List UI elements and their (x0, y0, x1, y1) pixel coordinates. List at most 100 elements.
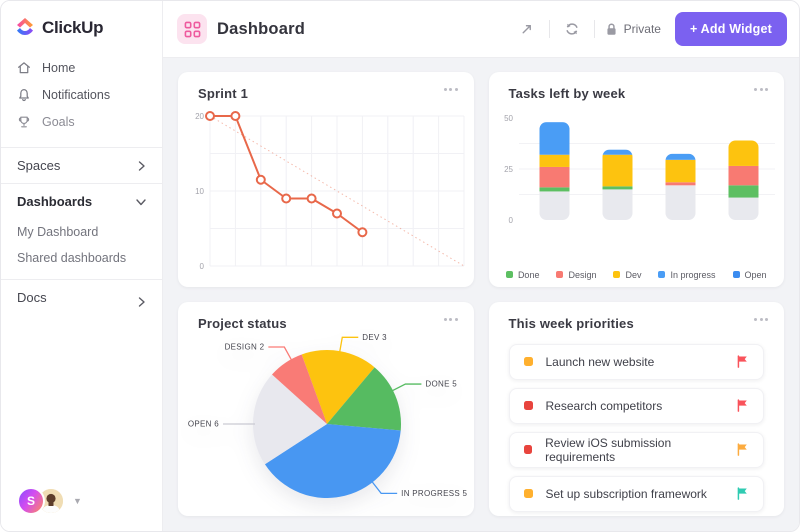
add-widget-button[interactable]: + Add Widget (674, 12, 787, 46)
widget-menu-icon[interactable] (443, 317, 458, 321)
sidebar-nav: Home Notifications Goals (1, 52, 162, 135)
topbar: Dashboard (163, 1, 799, 58)
stacked-bar-chart: 0 25 50 (504, 114, 775, 225)
svg-text:50: 50 (504, 114, 513, 123)
priority-flag-icon[interactable] (736, 443, 749, 456)
bar-chart-legend: Done Design Dev In progress Open (489, 270, 785, 280)
priority-item[interactable]: Set up subscription framework (508, 475, 764, 512)
priorities-list: Launch new website Research competitors Re… (508, 343, 764, 512)
legend-item-in-progress: In progress (658, 269, 716, 280)
privacy-toggle[interactable]: Private (605, 22, 661, 36)
sidebar-child-label: Shared dashboards (17, 251, 127, 265)
priority-item[interactable]: Launch new website (508, 343, 764, 380)
svg-text:10: 10 (195, 187, 204, 196)
status-bullet (523, 401, 533, 410)
sidebar-item-notifications[interactable]: Notifications (1, 81, 162, 108)
chevron-down-icon (136, 198, 146, 205)
chevron-right-icon (138, 160, 145, 171)
svg-text:DONE 5: DONE 5 (425, 379, 457, 388)
svg-text:20: 20 (195, 112, 204, 121)
priority-item[interactable]: Review iOS submission requirements (508, 431, 764, 468)
dashboards-label: Dashboards (17, 194, 93, 209)
widget-title: This week priorities (508, 315, 634, 331)
status-bullet (523, 489, 533, 498)
status-bullet (523, 445, 533, 454)
legend-label: Dev (625, 269, 642, 280)
status-pie-chart: DEV 3 DONE 5 IN PROGRESS 5 OPEN 6 DESIGN 2 (188, 332, 467, 498)
sidebar-item-label: Goals (42, 114, 75, 129)
dashboard-icon (177, 14, 207, 44)
sidebar-item-home[interactable]: Home (1, 54, 162, 81)
home-icon (18, 61, 30, 73)
widget-title: Sprint 1 (198, 86, 248, 101)
bell-icon (19, 88, 29, 101)
priority-label: Launch new website (545, 354, 655, 369)
legend-item-design: Design (556, 270, 596, 280)
sidebar-item-my-dashboard[interactable]: My Dashboard (1, 219, 162, 245)
legend-swatch (732, 271, 740, 278)
lock-icon (607, 23, 616, 35)
priority-flag-icon[interactable] (736, 399, 749, 412)
chevron-right-icon (138, 296, 145, 307)
dashboard-grid: Sprint 1 0 10 20 Tasks left by week 0 25 50 … (163, 58, 799, 531)
clickup-logo-text: ClickUp (42, 17, 104, 37)
spaces-label: Spaces (17, 158, 61, 173)
burndown-line-chart: 0 10 20 (195, 111, 465, 271)
sidebar-item-docs[interactable]: Docs (1, 280, 162, 315)
status-bullet (523, 357, 533, 366)
priority-label: Research competitors (545, 398, 663, 413)
legend-item-done: Done (505, 269, 540, 280)
legend-swatch (505, 271, 513, 278)
clickup-logo[interactable]: ClickUp (1, 1, 162, 52)
svg-text:0: 0 (200, 262, 205, 271)
sidebar-item-dashboards[interactable]: Dashboards (1, 184, 162, 219)
privacy-label: Private (623, 22, 661, 36)
legend-item-dev: Dev (613, 270, 641, 280)
user-menu-caret-icon[interactable]: ▼ (73, 496, 82, 506)
priority-flag-icon[interactable] (736, 355, 749, 368)
page-title: Dashboard (217, 19, 305, 38)
svg-text:DEV 3: DEV 3 (362, 332, 387, 341)
widget-title: Project status (198, 315, 287, 331)
widget-menu-icon[interactable] (443, 88, 458, 91)
refresh-button[interactable] (560, 17, 584, 41)
sidebar-item-spaces[interactable]: Spaces (1, 148, 162, 183)
widget-week-priorities: This week priorities Launch new website R… (488, 301, 784, 516)
svg-text:DESIGN 2: DESIGN 2 (225, 342, 265, 351)
trophy-icon (18, 116, 30, 127)
main-area: Dashboard (163, 1, 799, 531)
widget-project-status: Project status DEV 3 DONE 5 IN PROGRESS 5 O… (178, 301, 474, 516)
svg-text:0: 0 (508, 216, 513, 225)
legend-label: Design (568, 269, 597, 280)
priority-label: Review iOS submission requirements (545, 435, 672, 464)
legend-item-open: Open (732, 269, 767, 280)
sidebar-item-goals[interactable]: Goals (1, 108, 162, 135)
svg-text:25: 25 (504, 165, 513, 174)
dashboards-children: My Dashboard Shared dashboards (1, 219, 162, 271)
legend-label: In progress (670, 269, 716, 280)
sidebar: ClickUp Home Notifications Goals Spaces Da… (1, 1, 163, 531)
legend-label: Done (517, 269, 540, 280)
sidebar-item-shared-dashboards[interactable]: Shared dashboards (1, 245, 162, 271)
widget-sprint-burndown: Sprint 1 0 10 20 (178, 72, 474, 287)
widget-title: Tasks left by week (508, 86, 626, 101)
sidebar-item-label: Notifications (42, 87, 111, 102)
legend-label: Open (744, 269, 767, 280)
svg-text:IN PROGRESS 5: IN PROGRESS 5 (401, 488, 467, 497)
docs-label: Docs (17, 290, 47, 305)
workspace-avatar[interactable]: S (17, 487, 45, 515)
legend-swatch (658, 271, 666, 278)
legend-swatch (613, 271, 621, 278)
priority-label: Set up subscription framework (545, 486, 707, 501)
widget-menu-icon[interactable] (754, 88, 768, 91)
clickup-logo-icon (15, 16, 35, 39)
priority-item[interactable]: Research competitors (508, 387, 764, 424)
legend-swatch (556, 271, 564, 278)
user-account-area: S ▼ (1, 487, 162, 531)
priority-flag-icon[interactable] (736, 487, 749, 500)
widget-tasks-left-by-week: Tasks left by week 0 25 50 Done Design Dev In… (488, 72, 785, 287)
sidebar-item-label: Home (42, 60, 76, 75)
widget-menu-icon[interactable] (754, 317, 768, 321)
expand-button[interactable] (515, 17, 539, 41)
